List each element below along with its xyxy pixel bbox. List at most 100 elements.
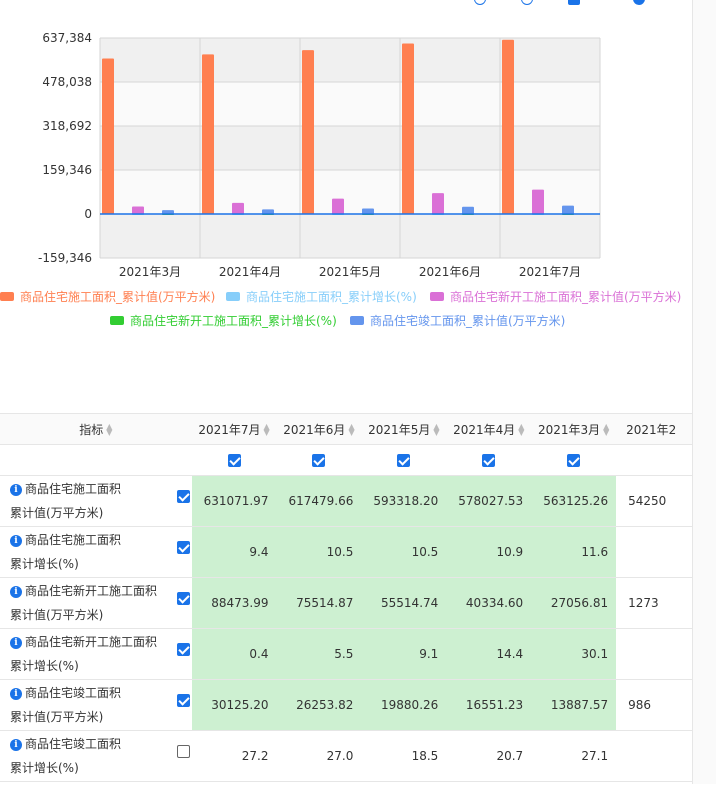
grid-band	[100, 126, 600, 170]
row-select-checkbox[interactable]	[177, 745, 190, 758]
value-cell: 30125.20	[191, 679, 277, 731]
bar-1	[402, 43, 414, 215]
data-table: 指标 ▲ ▼ 2021年7月 ▲ ▼ 2021年6月 ▲ ▼ 2021年5月 ▲ ▼ 2021年4月 ▲…	[0, 414, 692, 782]
column-header-label: 2021年6月	[283, 422, 346, 437]
bar-5	[462, 206, 474, 214]
indicator-name-cell: i 商品住宅施工面积 累计值(万平方米)	[0, 475, 192, 527]
info-icon[interactable]: i	[10, 534, 22, 547]
value-cell: 27.0	[276, 730, 362, 782]
value-cell	[616, 628, 692, 680]
value-cell: 0.4	[191, 628, 277, 680]
value-cell: 1273	[616, 577, 692, 629]
bar-1	[202, 54, 214, 215]
info-icon[interactable]: i	[10, 687, 22, 700]
legend-swatch	[226, 292, 240, 301]
vertical-scrollbar[interactable]	[692, 0, 716, 784]
legend-item[interactable]: 商品住宅新开工施工面积_累计值(万平方米)	[430, 288, 681, 305]
legend-label: 商品住宅施工面积_累计增长(%)	[246, 290, 417, 304]
column-select-cell	[531, 444, 617, 476]
table-row: i 商品住宅竣工面积 累计值(万平方米) 30125.20 26253.82 19880.…	[0, 679, 692, 731]
legend-item[interactable]: 商品住宅施工面积_累计增长(%)	[226, 288, 417, 305]
value-cell: 18.5	[361, 730, 447, 782]
row-select-checkbox[interactable]	[177, 643, 190, 656]
sort-icon[interactable]: ▲ ▼	[433, 422, 440, 437]
column-header-indicator[interactable]: 指标 ▲ ▼	[0, 414, 192, 445]
column-header-date[interactable]: 2021年6月 ▲ ▼	[276, 414, 362, 445]
column-header-date[interactable]: 2021年7月 ▲ ▼	[191, 414, 277, 445]
legend-swatch	[110, 316, 124, 325]
value-cell: 75514.87	[276, 577, 362, 629]
grid-band	[100, 82, 600, 126]
sort-icon[interactable]: ▲ ▼	[603, 422, 610, 437]
info-icon[interactable]: i	[10, 636, 22, 649]
grid-band	[100, 38, 600, 82]
row-select-checkbox[interactable]	[177, 490, 190, 503]
legend-swatch	[0, 292, 14, 301]
sort-icon[interactable]: ▲ ▼	[106, 422, 113, 437]
radio-option[interactable]	[521, 0, 533, 5]
checkbox-cell-empty	[0, 444, 192, 476]
top-controls	[0, 0, 716, 6]
legend-label: 商品住宅施工面积_累计值(万平方米)	[20, 290, 216, 304]
table-row: i 商品住宅竣工面积 累计增长(%) 27.2 27.0 18.5 20.7 27.1	[0, 730, 692, 782]
column-header-date[interactable]: 2021年4月 ▲ ▼	[446, 414, 532, 445]
legend-item[interactable]: 商品住宅施工面积_累计值(万平方米)	[0, 288, 215, 305]
column-header-date[interactable]: 2021年5月 ▲ ▼	[361, 414, 447, 445]
column-select-checkbox[interactable]	[397, 454, 411, 467]
value-cell: 16551.23	[446, 679, 532, 731]
value-cell: 986	[616, 679, 692, 731]
table-row: i 商品住宅施工面积 累计增长(%) 9.4 10.5 10.5 10.9 11.6	[0, 526, 692, 578]
value-cell: 563125.26	[531, 475, 617, 527]
column-header-label: 2021年3月	[537, 422, 601, 437]
value-cell: 88473.99	[191, 577, 277, 629]
info-icon[interactable]: i	[10, 483, 22, 496]
x-tick-label: 2021年6月	[419, 265, 481, 279]
column-select-cell	[616, 444, 692, 476]
bar-5	[262, 209, 274, 214]
row-select-checkbox[interactable]	[177, 592, 190, 605]
value-cell: 20.7	[446, 730, 532, 782]
value-cell: 11.6	[531, 526, 617, 578]
legend-label: 商品住宅竣工面积_累计值(万平方米)	[370, 314, 566, 328]
info-icon[interactable]: i	[10, 738, 22, 751]
column-select-cell	[191, 444, 277, 476]
sort-icon[interactable]: ▲ ▼	[518, 422, 525, 437]
legend-item[interactable]: 商品住宅新开工施工面积_累计增长(%)	[110, 312, 337, 329]
radio-option-selected[interactable]	[633, 0, 645, 5]
legend-swatch	[430, 292, 444, 301]
column-select-checkbox[interactable]	[312, 454, 326, 467]
column-select-checkbox[interactable]	[227, 454, 241, 467]
info-icon[interactable]: i	[10, 585, 22, 598]
row-select-checkbox[interactable]	[177, 541, 190, 554]
column-select-cell	[446, 444, 532, 476]
column-header-date[interactable]: 2021年2	[616, 414, 692, 445]
column-select-checkbox[interactable]	[567, 454, 581, 467]
value-cell: 19880.26	[361, 679, 447, 731]
x-tick-label: 2021年3月	[119, 265, 181, 279]
table-row: i 商品住宅施工面积 累计值(万平方米) 631071.97 617479.66 5933…	[0, 475, 692, 527]
x-tick-label: 2021年7月	[519, 265, 581, 279]
radio-option[interactable]	[474, 0, 486, 5]
sort-icon[interactable]: ▲ ▼	[348, 422, 355, 437]
value-cell: 27056.81	[531, 577, 617, 629]
legend-item[interactable]: 商品住宅竣工面积_累计值(万平方米)	[350, 312, 565, 329]
sort-icon[interactable]: ▲ ▼	[263, 422, 270, 437]
indicator-name: 商品住宅施工面积	[25, 533, 122, 547]
grid-band	[100, 214, 600, 258]
checkbox-option[interactable]	[568, 0, 580, 5]
indicator-unit: 累计值(万平方米)	[10, 710, 104, 724]
column-header-date[interactable]: 2021年3月 ▲ ▼	[531, 414, 617, 445]
row-select-checkbox[interactable]	[177, 694, 190, 707]
y-tick-label: 478,038	[42, 75, 92, 89]
column-select-cell	[276, 444, 362, 476]
indicator-name: 商品住宅竣工面积	[25, 737, 122, 751]
bar-5	[362, 208, 374, 214]
legend-label: 商品住宅新开工施工面积_累计增长(%)	[130, 314, 337, 328]
bar-1	[302, 50, 314, 214]
bar-3	[532, 189, 544, 214]
column-select-checkbox[interactable]	[482, 454, 496, 467]
indicator-name: 商品住宅施工面积	[25, 482, 122, 496]
indicator-name-cell: i 商品住宅新开工施工面积 累计增长(%)	[0, 628, 192, 680]
value-cell: 27.1	[531, 730, 617, 782]
y-tick-label: 318,692	[42, 119, 92, 133]
